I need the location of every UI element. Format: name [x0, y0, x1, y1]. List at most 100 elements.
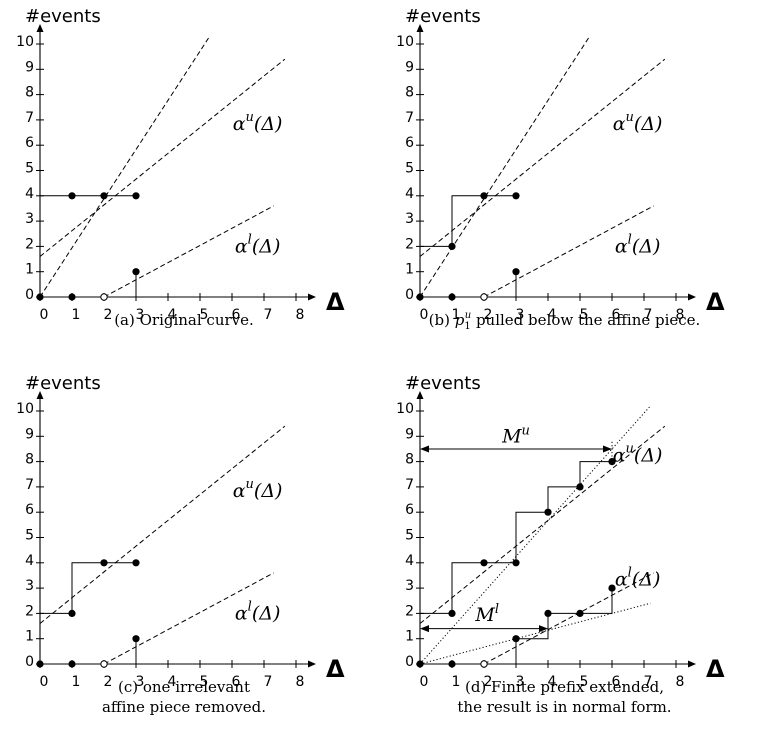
y-axis-title: #events: [405, 373, 481, 394]
caption-symbol: p: [455, 311, 465, 329]
curve-label-sup: u: [626, 110, 634, 125]
data-point: [544, 508, 552, 516]
data-point: [544, 609, 552, 617]
caption: (c) one irrelevant: [118, 678, 250, 696]
affine-piece-dashed: [483, 572, 654, 665]
step-curve: [39, 562, 136, 664]
x-tick-label: 4: [548, 307, 557, 323]
y-tick-label: 7: [405, 477, 414, 493]
caption: (a) Original curve.: [114, 311, 254, 329]
x-tick-label: 0: [40, 307, 49, 323]
y-tick-label: 0: [405, 654, 414, 670]
y-tick-label: 4: [25, 186, 34, 202]
y-axis-title: #events: [25, 373, 101, 394]
dotted-line: [419, 602, 651, 665]
y-tick-label: 5: [405, 161, 414, 177]
curve-label-base: α: [235, 603, 248, 625]
curve-label: αu(Δ): [613, 110, 663, 135]
x-tick-label: 1: [72, 307, 81, 323]
curve-label: αu(Δ): [233, 110, 283, 135]
data-point: [416, 660, 424, 668]
x-tick-label: 7: [264, 307, 273, 323]
x-tick-label: 5: [200, 307, 209, 323]
y-tick-label: 2: [25, 236, 34, 252]
data-point: [512, 635, 520, 643]
curve-label-arg: (Δ): [634, 113, 663, 135]
data-point: [576, 483, 584, 491]
data-point: [36, 660, 44, 668]
affine-piece-dashed: [103, 572, 274, 665]
data-point: [576, 609, 584, 617]
chart-b: 0 1 2 3 4 5 6 7 8012345678910#eventsΔαu(Δ)αl(Δ)(…: [396, 6, 725, 332]
x-axis-arrow: [688, 660, 696, 668]
data-point: [608, 458, 616, 466]
data-point: [68, 609, 76, 617]
data-point: [448, 242, 456, 250]
x-tick-label: 3: [136, 674, 145, 690]
y-tick-label: 10: [396, 34, 414, 50]
affine-piece-dashed: [39, 425, 286, 624]
x-axis-title: Δ: [706, 655, 725, 683]
curve-label-base: α: [613, 113, 626, 135]
x-tick-label: 5: [580, 674, 589, 690]
y-tick-label: 6: [25, 135, 34, 151]
arrow-head-right: [603, 445, 612, 453]
curve-label-base: α: [233, 113, 246, 135]
step-curve: [40, 638, 137, 665]
curve-label: αu(Δ): [613, 442, 663, 467]
x-tick-label: 0: [420, 307, 429, 323]
curve-label-sup: u: [246, 110, 254, 125]
x-axis-arrow: [688, 293, 696, 301]
y-tick-label: 6: [405, 135, 414, 151]
caption: affine piece removed.: [102, 698, 266, 716]
distance-label: Ml: [474, 602, 499, 626]
x-tick-label: 6: [612, 307, 621, 323]
y-tick-label: 6: [25, 502, 34, 518]
y-axis-arrow: [416, 391, 424, 399]
curve-label: αl(Δ): [235, 600, 281, 625]
data-point: [512, 559, 520, 567]
data-point: [68, 660, 76, 668]
arrow-head-left: [420, 445, 429, 453]
x-tick-label: 1: [452, 307, 461, 323]
y-tick-label: 1: [405, 629, 414, 645]
distance-label: Mu: [501, 424, 530, 448]
y-tick-label: 4: [405, 186, 414, 202]
y-axis-arrow: [36, 391, 44, 399]
data-point: [36, 293, 44, 301]
x-axis-title: Δ: [326, 655, 345, 683]
curve-label-sup: u: [626, 442, 634, 457]
curve-label-base: α: [233, 480, 246, 502]
x-tick-label: 4: [168, 674, 177, 690]
data-point: [132, 635, 140, 643]
caption-sub: 1: [464, 321, 470, 332]
distance-label-base: M: [474, 604, 495, 626]
y-tick-label: 5: [25, 161, 34, 177]
data-point: [132, 268, 140, 276]
distance-label-base: M: [501, 426, 522, 448]
x-axis-title: Δ: [706, 288, 725, 316]
y-tick-label: 3: [405, 578, 414, 594]
curve-label: αu(Δ): [233, 477, 283, 502]
curve-label-sup: l: [628, 566, 632, 581]
x-tick-label: 4: [548, 674, 557, 690]
x-tick-label: 3: [516, 674, 525, 690]
y-tick-label: 9: [405, 59, 414, 75]
y-tick-label: 9: [25, 59, 34, 75]
arrow-head-left: [420, 625, 429, 633]
x-tick-label: 8: [296, 674, 305, 690]
y-tick-label: 3: [25, 578, 34, 594]
x-tick-label: 2: [484, 674, 493, 690]
curve-label-sup: l: [248, 233, 252, 248]
y-tick-label: 1: [25, 262, 34, 278]
affine-piece-dashed: [39, 36, 211, 298]
y-tick-label: 0: [25, 287, 34, 303]
y-tick-label: 8: [25, 452, 34, 468]
x-tick-label: 5: [200, 674, 209, 690]
step-curve: [39, 195, 136, 297]
x-tick-label: 7: [644, 307, 653, 323]
curve-label-arg: (Δ): [632, 569, 661, 591]
x-tick-label: 8: [676, 674, 685, 690]
